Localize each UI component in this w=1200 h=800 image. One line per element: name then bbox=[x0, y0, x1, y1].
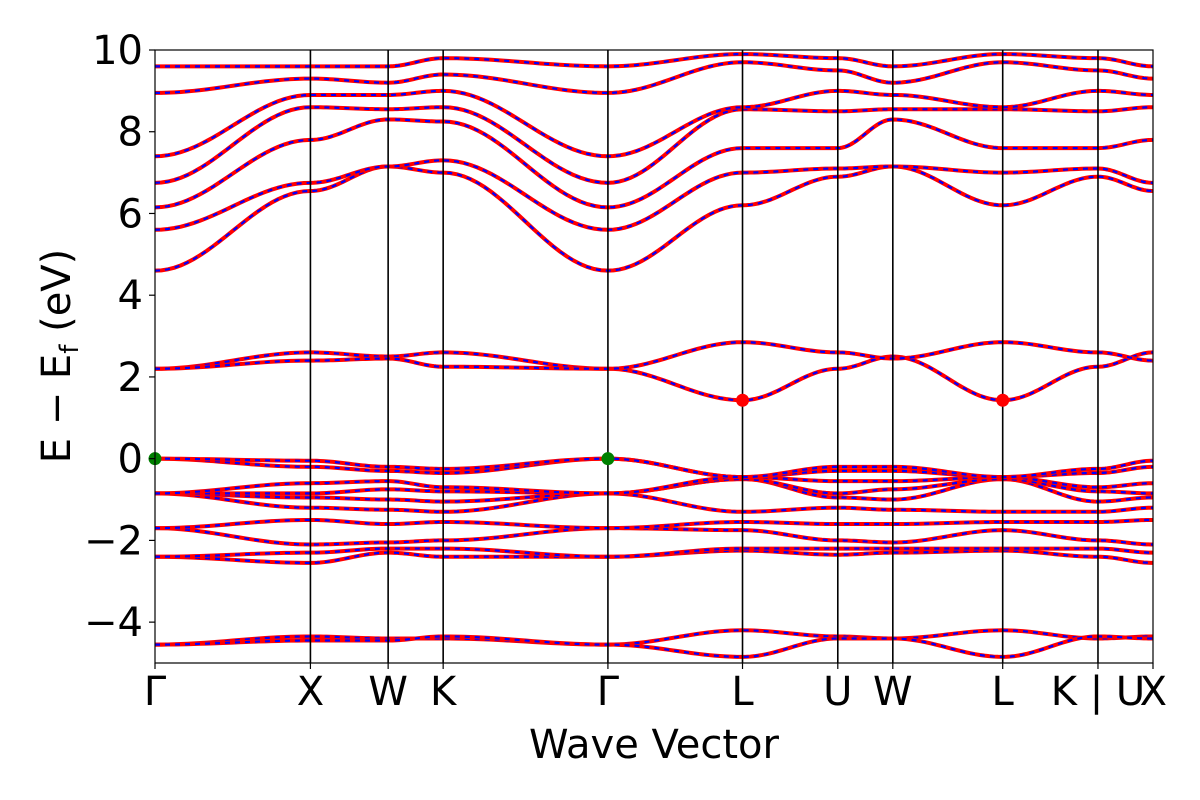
band-line-dashed bbox=[155, 629, 1153, 646]
x-tick-label: X bbox=[297, 669, 324, 715]
high-symmetry-lines bbox=[309, 50, 1099, 663]
band-line-dashed bbox=[155, 457, 1153, 479]
band-line-dashed bbox=[155, 118, 1153, 209]
x-tick-label: X bbox=[1140, 669, 1167, 715]
band-line-dashed bbox=[155, 52, 1153, 68]
x-tick-label: Γ bbox=[144, 669, 167, 715]
y-axis-ticks: −4 −2 0 2 4 6 8 10 bbox=[84, 28, 155, 646]
band-line-dashed bbox=[155, 106, 1153, 184]
x-tick-label: W bbox=[873, 669, 913, 715]
x-tick-label: L bbox=[992, 669, 1015, 715]
plot-frame bbox=[154, 49, 1154, 664]
y-axis-label-main: E − E bbox=[34, 354, 80, 464]
y-tick-label: 2 bbox=[118, 355, 143, 401]
band-line-dashed bbox=[155, 518, 1153, 530]
y-tick-label: 10 bbox=[92, 28, 143, 74]
y-tick-label: −2 bbox=[84, 518, 143, 564]
y-axis-label: E − Ef (eV) bbox=[34, 249, 85, 464]
y-axis-label-unit: (eV) bbox=[34, 249, 80, 345]
band-line-dashed bbox=[155, 547, 1153, 558]
vbm-marker bbox=[601, 452, 615, 466]
band-line-dashed bbox=[155, 549, 1153, 564]
x-tick-label: Γ bbox=[597, 669, 620, 715]
y-tick-label: 8 bbox=[118, 110, 143, 156]
x-axis-label: Wave Vector bbox=[529, 722, 780, 768]
band-line-dashed bbox=[155, 527, 1153, 546]
y-tick-label: 0 bbox=[118, 437, 143, 483]
y-axis-label-subscript: f bbox=[55, 344, 85, 354]
cbm-marker bbox=[996, 393, 1010, 407]
x-tick-label: U bbox=[823, 669, 852, 715]
band-line-dashed bbox=[155, 89, 1153, 158]
y-tick-label: 6 bbox=[118, 191, 143, 237]
x-tick-label: L bbox=[731, 669, 754, 715]
band-line-dashed bbox=[155, 159, 1153, 231]
band-edge-markers bbox=[148, 393, 1010, 466]
cbm-marker bbox=[736, 393, 750, 407]
x-tick-label: K | U bbox=[1051, 669, 1145, 715]
x-tick-label: K bbox=[430, 669, 458, 715]
band-line-dashed bbox=[155, 475, 1153, 495]
band-line-dashed bbox=[155, 477, 1153, 495]
y-tick-label: −4 bbox=[84, 600, 143, 646]
x-tick-label: W bbox=[368, 669, 408, 715]
y-tick-label: 4 bbox=[118, 273, 143, 319]
